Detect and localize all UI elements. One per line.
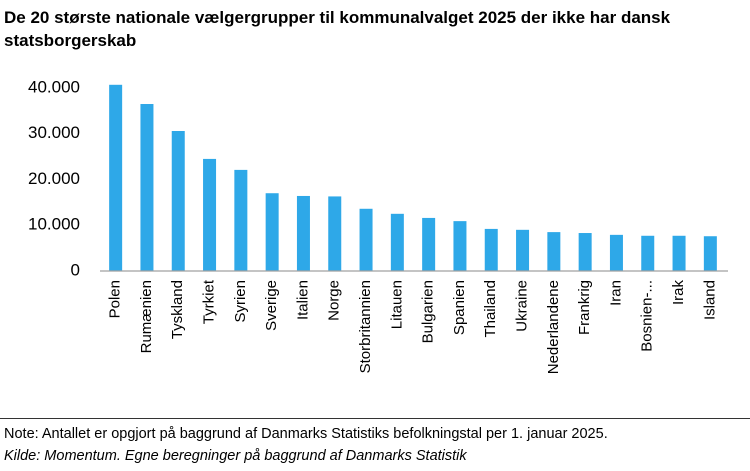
chart-title: De 20 største nationale vælgergrupper ti… <box>4 8 671 50</box>
bar <box>328 196 342 271</box>
bar <box>484 228 498 271</box>
bar <box>109 84 123 271</box>
x-tick-label: Italien <box>294 280 311 320</box>
bar <box>140 104 154 271</box>
x-tick-label: Island <box>701 280 718 320</box>
bar <box>516 229 530 271</box>
x-tick-label: Bulgarien <box>420 280 437 343</box>
x-tick-label: Iran <box>607 280 624 306</box>
note: Note: Antallet er opgjort på baggrund af… <box>4 426 608 442</box>
x-tick-label: Syrien <box>232 280 249 323</box>
x-tick-label: Norge <box>326 280 343 321</box>
bar <box>422 217 436 271</box>
y-tick-label: 30.000 <box>28 123 80 142</box>
bar <box>672 235 686 271</box>
bar <box>547 232 561 271</box>
bar <box>578 233 592 271</box>
y-tick-label: 20.000 <box>28 169 80 188</box>
x-tick-label: Nederlandene <box>545 280 562 374</box>
x-tick-label: Thailand <box>482 280 499 338</box>
bar <box>265 193 279 271</box>
x-tick-label: Tyrkiet <box>201 279 218 324</box>
source: Kilde: Momentum. Egne beregninger på bag… <box>4 448 467 464</box>
x-tick-label: Bosnien-... <box>639 280 656 352</box>
y-tick-label: 40.000 <box>28 77 80 96</box>
bar <box>390 213 404 271</box>
x-tick-label: Litauen <box>388 280 405 329</box>
x-tick-label: Sverige <box>263 280 280 331</box>
bar <box>171 131 185 271</box>
x-tick-label: Tyskland <box>169 280 186 339</box>
bar <box>296 195 310 271</box>
x-tick-label: Rumænien <box>138 280 155 353</box>
x-tick-label: Frankrig <box>576 280 593 335</box>
y-tick-label: 10.000 <box>28 215 80 234</box>
x-tick-label: Ukraine <box>514 280 531 332</box>
x-tick-label: Spanien <box>451 280 468 335</box>
y-tick-label: 0 <box>71 260 80 279</box>
x-tick-label: Storbritannien <box>357 280 374 373</box>
bar <box>234 169 248 271</box>
divider <box>0 418 750 419</box>
bar <box>641 235 655 271</box>
bar <box>609 234 623 271</box>
bar <box>203 158 217 271</box>
bar <box>453 221 467 271</box>
x-tick-label: Polen <box>107 280 124 318</box>
bar <box>703 236 717 271</box>
x-tick-label: Irak <box>670 280 687 306</box>
bar <box>359 208 373 271</box>
